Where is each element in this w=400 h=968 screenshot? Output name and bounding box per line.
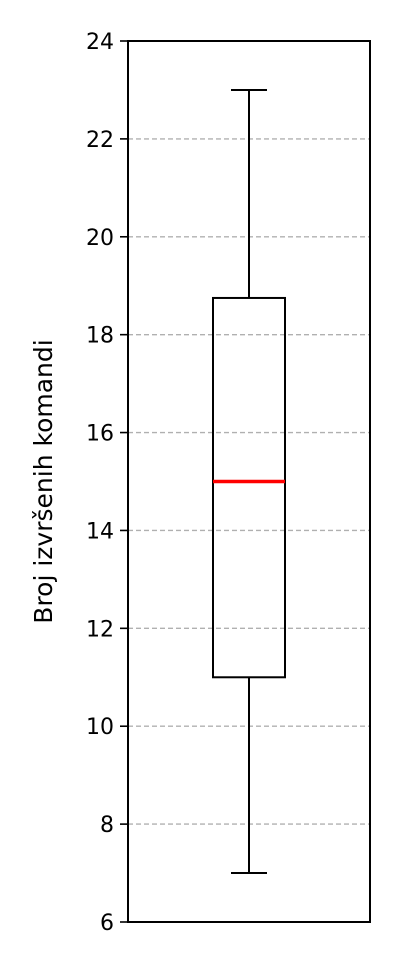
y-tick-label-8: 8 — [100, 813, 114, 838]
y-tick-label-22: 22 — [86, 128, 114, 153]
y-tick-label-24: 24 — [86, 30, 114, 55]
y-tick-label-10: 10 — [86, 715, 114, 740]
y-axis-ticks: 6 8 10 12 14 16 18 20 22 24 — [86, 30, 128, 936]
grid-lines — [128, 138, 370, 825]
interquartile-box — [212, 296, 286, 679]
box-plot — [212, 88, 286, 875]
y-tick-label-14: 14 — [86, 519, 114, 544]
plot-frame — [127, 40, 371, 923]
y-tick-label-18: 18 — [86, 324, 114, 349]
y-tick-label-12: 12 — [86, 617, 114, 642]
y-tick-label-16: 16 — [86, 422, 114, 447]
y-tick-label-20: 20 — [86, 226, 114, 251]
y-axis-label: Broj izvršenih komandi — [29, 339, 58, 623]
y-tick-label-6: 6 — [100, 911, 114, 936]
